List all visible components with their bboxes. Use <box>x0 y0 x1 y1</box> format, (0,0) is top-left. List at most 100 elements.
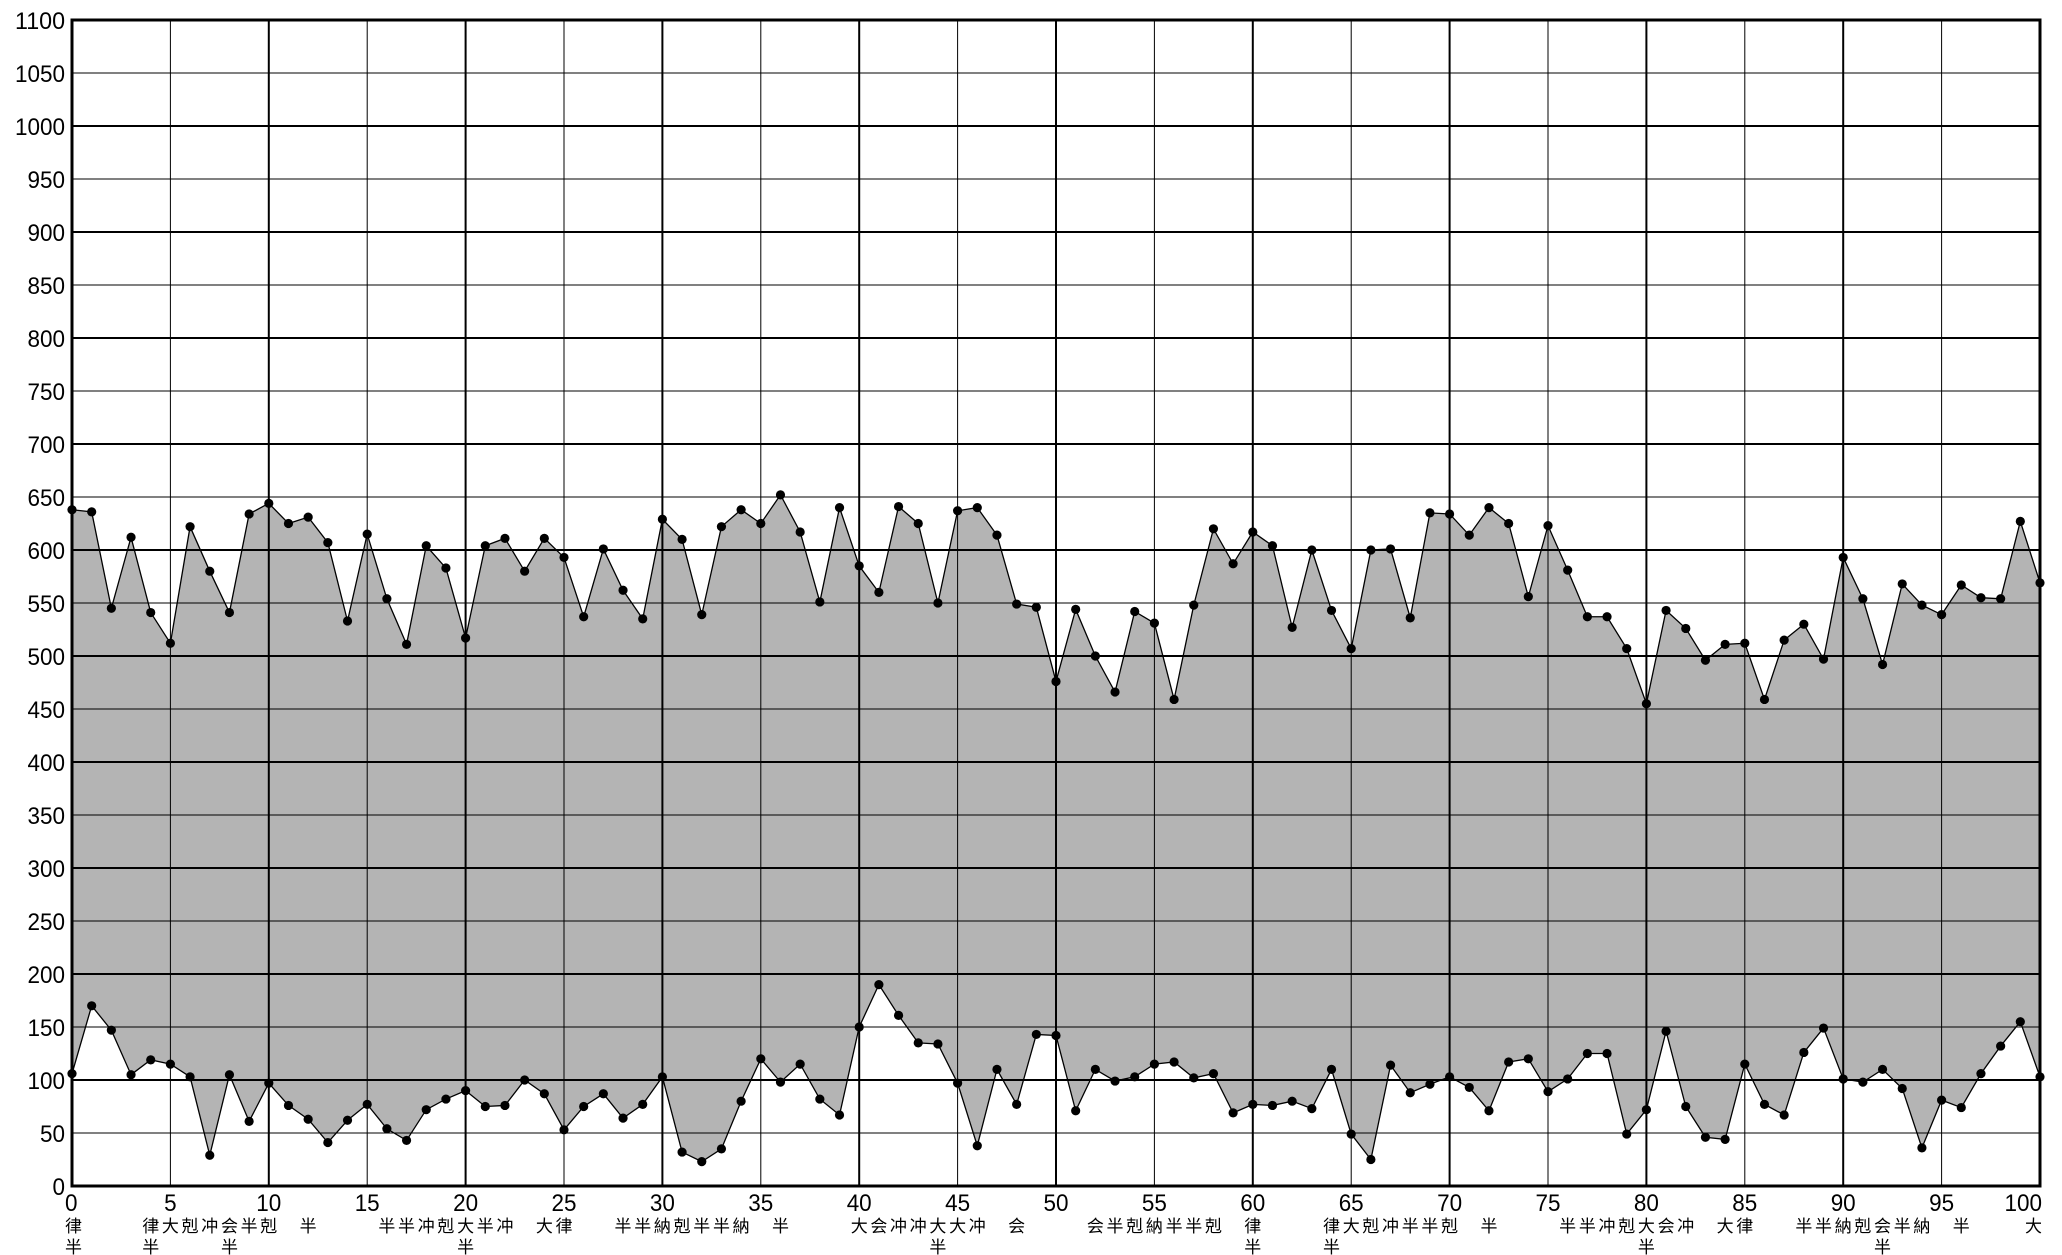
data-point-series-1 <box>1740 638 1750 648</box>
data-point-series-2 <box>1602 1048 1612 1059</box>
data-point-series-2 <box>874 980 884 990</box>
x-tick-label: 55 <box>1142 1190 1167 1217</box>
y-tick-label: 1000 <box>15 114 65 141</box>
data-point-series-1 <box>657 514 668 524</box>
x-axis-tick-labels: 0 5 10 15 20 25 30 35 40 45 50 55 60 65 70 75 80 85 90 95 10… <box>65 1190 2042 1217</box>
data-point-series-2 <box>1110 1076 1120 1086</box>
data-point-series-1 <box>1267 541 1278 551</box>
y-tick-label: 900 <box>28 220 66 247</box>
annotation-label: 冲 <box>418 1217 435 1237</box>
data-point-series-1 <box>834 503 845 513</box>
data-point-series-2 <box>1130 1072 1140 1082</box>
annotation-label: 半 <box>1795 1217 1812 1237</box>
x-tick-label: 20 <box>453 1190 478 1217</box>
data-point-series-2 <box>1956 1102 1966 1113</box>
data-point-series-2 <box>1366 1154 1376 1165</box>
data-point-series-2 <box>323 1137 333 1148</box>
data-point-series-2 <box>1838 1074 1848 1084</box>
data-point-series-2 <box>539 1089 549 1099</box>
annotation-label: 会 <box>1874 1217 1891 1237</box>
annotation-label: 半 <box>693 1217 710 1237</box>
annotation-label: 半 <box>1480 1217 1497 1237</box>
data-point-series-2 <box>264 1078 274 1088</box>
annotation-label: 半 <box>1894 1217 1911 1237</box>
data-point-series-2 <box>1543 1087 1553 1097</box>
data-point-series-1 <box>559 552 569 563</box>
data-point-series-1 <box>1425 508 1435 518</box>
y-tick-label: 600 <box>28 538 66 565</box>
annotation-label: 半 <box>1579 1217 1596 1237</box>
data-point-series-2 <box>1877 1064 1888 1074</box>
data-point-series-2 <box>1208 1069 1219 1079</box>
grid-lines <box>71 19 2041 1187</box>
data-point-series-1 <box>815 597 825 607</box>
annotation-label: 半 <box>300 1217 317 1237</box>
data-point-series-1 <box>697 610 707 620</box>
data-point-series-2 <box>461 1086 471 1096</box>
data-point-series-1 <box>618 585 628 595</box>
x-tick-label: 60 <box>1240 1190 1265 1217</box>
annotation-label: 半 <box>398 1217 415 1237</box>
data-point-series-1 <box>1563 565 1573 575</box>
x-tick-label: 100 <box>2005 1190 2043 1217</box>
annotation-label: 半 <box>1166 1217 1183 1237</box>
data-point-series-2 <box>87 1001 97 1011</box>
data-point-series-2 <box>1248 1099 1258 1109</box>
data-point-series-2 <box>1681 1101 1691 1112</box>
y-tick-label: 50 <box>40 1121 65 1148</box>
data-point-series-2 <box>1031 1029 1041 1040</box>
data-point-series-1 <box>1208 524 1219 534</box>
data-point-series-1 <box>1287 622 1297 632</box>
annotation-label: 大 <box>2025 1217 2042 1237</box>
annotation-label: 律 <box>556 1217 573 1237</box>
plot-border <box>70 18 2042 1188</box>
annotation-label: 冲 <box>496 1217 513 1237</box>
data-point-series-1 <box>1012 599 1022 609</box>
data-point-series-1 <box>362 529 372 539</box>
data-point-series-1 <box>185 522 195 532</box>
annotation-label: 半 <box>772 1217 789 1237</box>
annotation-label: 半 <box>1421 1217 1438 1237</box>
data-point-series-2 <box>775 1077 786 1087</box>
data-point-series-2 <box>1425 1079 1435 1089</box>
data-point-series-1 <box>1307 545 1317 555</box>
data-point-series-2 <box>342 1115 353 1125</box>
annotation-label: 納 <box>1146 1217 1163 1237</box>
y-tick-label: 100 <box>28 1068 66 1095</box>
annotation-label: 会 <box>1087 1217 1104 1237</box>
data-point-series-1 <box>382 594 392 604</box>
data-point-series-2 <box>638 1099 648 1109</box>
annotation-label: 剋 <box>674 1217 691 1237</box>
x-tick-label: 80 <box>1634 1190 1659 1217</box>
data-point-series-2 <box>185 1072 195 1082</box>
data-point-series-2 <box>1720 1134 1730 1144</box>
annotation-label: 半 <box>1638 1238 1655 1255</box>
data-point-series-1 <box>1720 639 1730 649</box>
data-point-series-1 <box>1031 602 1041 612</box>
data-point-series-2 <box>1897 1083 1907 1094</box>
y-tick-label: 400 <box>28 750 66 777</box>
data-point-series-2 <box>1937 1095 1947 1105</box>
annotation-label: 半 <box>378 1217 395 1237</box>
y-tick-label: 750 <box>28 379 66 406</box>
data-point-series-1 <box>1799 619 1809 629</box>
data-point-series-2 <box>401 1135 412 1146</box>
data-point-series-2 <box>893 1010 904 1020</box>
data-point-series-1 <box>1071 604 1081 614</box>
data-point-series-1 <box>1346 643 1356 654</box>
data-point-series-2 <box>1582 1048 1592 1059</box>
data-point-series-1 <box>1405 613 1415 623</box>
data-point-series-2 <box>657 1072 668 1082</box>
data-point-series-2 <box>303 1114 313 1124</box>
data-point-series-2 <box>756 1054 766 1064</box>
data-point-series-1 <box>1464 530 1474 540</box>
annotation-label: 大 <box>536 1217 553 1237</box>
data-point-series-2 <box>1346 1129 1356 1139</box>
annotation-label: 剋 <box>1441 1217 1458 1237</box>
y-tick-label: 250 <box>28 909 66 936</box>
data-point-series-1 <box>598 544 608 554</box>
data-point-series-1 <box>874 587 884 598</box>
annotation-label: 大 <box>1343 1217 1360 1237</box>
annotation-label: 会 <box>870 1217 887 1237</box>
data-point-series-2 <box>579 1101 589 1112</box>
